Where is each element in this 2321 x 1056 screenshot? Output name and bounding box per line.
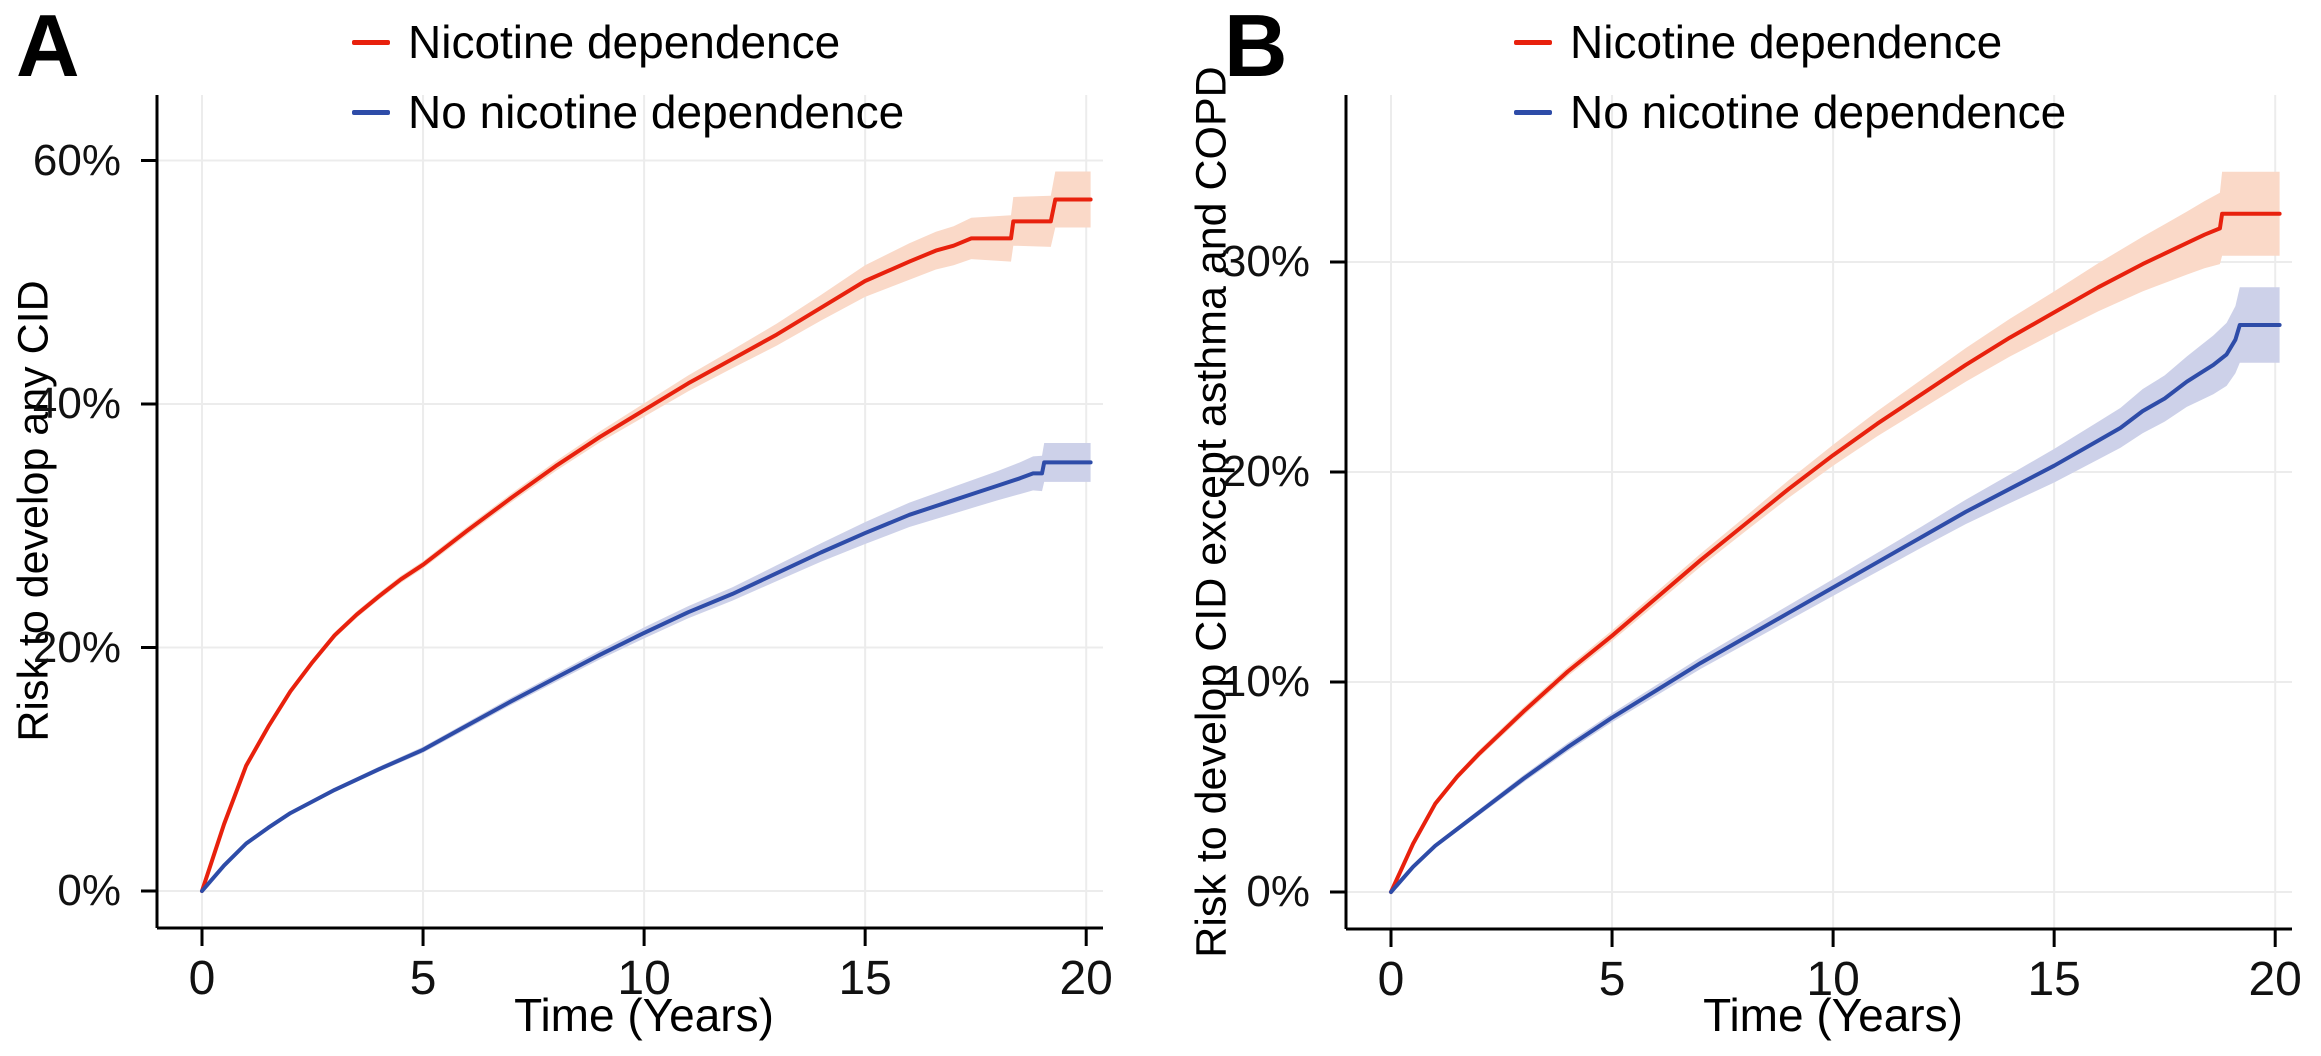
x-tick-label: 20 (2248, 953, 2302, 1006)
survival-curve (1389, 211, 2282, 894)
legend-label: No nicotine dependence (1570, 86, 2067, 138)
confidence-band (1391, 171, 2280, 892)
blue-line-swatch-icon (352, 109, 390, 115)
y-tick-label: 60% (32, 135, 121, 185)
x-tick-label: 0 (188, 952, 216, 1005)
y-tick-label: 0% (1246, 867, 1310, 916)
panel-a-x-axis-title: Time (Years) (514, 989, 774, 1041)
x-tick-label: 15 (2027, 953, 2081, 1006)
confidence-band (202, 171, 1091, 891)
red-line-swatch-icon (1514, 39, 1552, 45)
y-tick-label: 30% (1221, 237, 1310, 286)
legend-item-nicotine-dependence: Nicotine dependence (352, 14, 904, 70)
legend-label: Nicotine dependence (408, 16, 841, 68)
x-tick-label: 10 (1806, 953, 1860, 1006)
legend-item-no-nicotine-dependence: No nicotine dependence (352, 84, 904, 140)
confidence-band (202, 443, 1091, 891)
blue-line-swatch-icon (1514, 109, 1552, 115)
survival-curve (200, 197, 1093, 893)
panel-a-label: A (16, 0, 80, 95)
x-tick-label: 5 (409, 952, 437, 1005)
x-tick-label: 5 (1598, 953, 1626, 1006)
panel-b-x-axis-title: Time (Years) (1703, 989, 1963, 1041)
legend-item-nicotine-dependence: Nicotine dependence (1514, 14, 2066, 70)
x-tick-label: 20 (1059, 952, 1113, 1005)
y-tick-label: 20% (1221, 447, 1310, 496)
x-tick-label: 0 (1377, 953, 1405, 1006)
panel-b-label: B (1224, 0, 1288, 95)
panel-b-y-axis-title: Risk to develop CID except asthma and CO… (1187, 66, 1236, 958)
x-tick-label: 10 (617, 952, 671, 1005)
panel-a-y-axis-title: Risk to develop any CID (9, 280, 58, 742)
y-tick-label: 0% (57, 866, 121, 915)
x-tick-label: 15 (838, 952, 892, 1005)
y-tick-label: 20% (32, 622, 121, 672)
legend-item-no-nicotine-dependence: No nicotine dependence (1514, 84, 2066, 140)
survival-curve (200, 460, 1093, 893)
y-tick-label: 40% (32, 379, 121, 428)
legend-label: No nicotine dependence (408, 86, 905, 138)
red-line-swatch-icon (352, 39, 390, 45)
panel-a-legend: Nicotine dependence No nicotine dependen… (352, 14, 904, 140)
survival-curve (1389, 323, 2282, 894)
legend-label: Nicotine dependence (1570, 16, 2003, 68)
confidence-band (1391, 287, 2280, 892)
panel-b-legend: Nicotine dependence No nicotine dependen… (1514, 14, 2066, 140)
y-tick-label: 10% (1221, 657, 1310, 706)
